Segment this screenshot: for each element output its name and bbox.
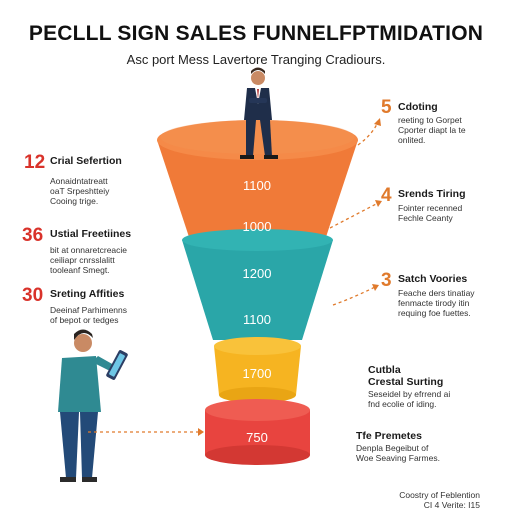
- right-item-2-number: 4: [381, 185, 392, 206]
- page-title: PECLLL SIGN SALES FUNNELFPTMIDATION: [28, 22, 484, 45]
- arrow-heads: [198, 118, 382, 436]
- left-item-2-desc-1: bit at onnaretcreacie: [50, 245, 128, 255]
- lower-right-item-1-label2: Crestal Surting: [368, 376, 444, 388]
- left-item-3-desc-1: Deeinaf Parhimenns: [50, 305, 128, 315]
- lower-right-item-2-desc-1: Denpla Begeibut of: [356, 443, 429, 453]
- right-item-3-desc-1: Feache ders tinatiay: [398, 288, 475, 298]
- businessman-figure: [240, 67, 278, 159]
- right-item-1-number: 5: [381, 97, 392, 118]
- left-item-1-desc-1: Aonaidntatreatt: [50, 176, 108, 186]
- lower-right-item-2-desc-2: Woe Seaving Farmes.: [356, 453, 440, 463]
- page-subtitle: Asc port Mess Lavertore Tranging Cradiou…: [126, 52, 386, 67]
- man-with-tablet-figure: [58, 329, 128, 482]
- funnel-value-3: 1200: [242, 266, 272, 281]
- right-item-3-number: 3: [381, 270, 392, 291]
- left-item-2-desc-3: tooleanf Smegt.: [50, 265, 110, 275]
- funnel-value-4: 1100: [243, 312, 271, 327]
- left-item-2-label: Ustial Freetiines: [50, 228, 132, 240]
- left-item-3-desc-2: of bepot or tedges: [50, 315, 119, 325]
- lower-right-item-1-desc-1: Seseidel by efrrend ai: [368, 389, 451, 399]
- left-item-1: 12 Crial Sefertion Aonaidntatreatt oaT S…: [24, 152, 174, 206]
- funnel-stage-2: [182, 229, 333, 340]
- footer: Coostry of Feblention CI 4 Verite: I15: [360, 490, 480, 510]
- right-item-3-desc-2: fenmacte tirody itin: [398, 298, 470, 308]
- right-item-2-desc-2: Fechle Ceanty: [398, 213, 453, 223]
- right-item-1-desc-1: reeting to Gorpet: [398, 115, 462, 125]
- lower-right-item-2-label: Tfe Premetes: [356, 430, 422, 442]
- right-item-3-label: Satch Voories: [398, 273, 468, 285]
- right-item-1: 5 Cdoting reeting to Gorpet Cporter diap…: [381, 97, 501, 145]
- right-item-3-desc-3: requing foe fuettes.: [398, 308, 471, 318]
- funnel-value-6: 750: [246, 430, 268, 445]
- funnel-stage-1: [157, 120, 358, 240]
- lower-right-item-1-label: Cutbla: [368, 364, 401, 376]
- left-item-2-desc-2: ceiliapr cnrsslalitt: [50, 255, 115, 265]
- funnel-stage-4: [205, 399, 310, 465]
- left-item-1-label: Crial Sefertion: [50, 155, 122, 167]
- funnel-stage-3: [214, 337, 301, 403]
- lower-right-item-1-desc-2: fnd ecolie of iding.: [368, 399, 437, 409]
- left-item-1-number: 12: [24, 152, 46, 173]
- right-item-2-label: Srends Tiring: [398, 188, 466, 200]
- left-item-3-label: Sreting Affities: [50, 288, 125, 300]
- funnel-value-1: 1100: [243, 178, 271, 193]
- left-item-3: 30 Sreting Affities Deeinaf Parhimenns o…: [22, 285, 172, 325]
- funnel-value-5: 1700: [242, 366, 272, 381]
- left-item-1-desc-3: Cooing trige.: [50, 196, 99, 206]
- right-item-2: 4 Srends Tiring Fointer recenned Fechle …: [381, 185, 501, 223]
- right-item-2-desc-1: Fointer recenned: [398, 203, 463, 213]
- right-item-1-desc-3: onlited.: [398, 135, 426, 145]
- right-item-1-desc-2: Cporter diapt la te: [398, 125, 466, 135]
- left-item-2-number: 36: [22, 225, 44, 246]
- lower-right-item-2: Tfe Premetes Denpla Begeibut of Woe Seav…: [356, 430, 501, 463]
- funnel-value-2: 1000: [242, 219, 272, 234]
- left-item-1-desc-2: oaT Srpeshtteiy: [50, 186, 110, 196]
- right-item-3: 3 Satch Voories Feache ders tinatiay fen…: [381, 270, 506, 318]
- footer-line-2: CI 4 Verite: I15: [423, 500, 480, 510]
- left-item-3-number: 30: [22, 285, 44, 306]
- lower-right-item-1: Cutbla Crestal Surting Seseidel by efrre…: [368, 364, 503, 409]
- right-item-1-label: Cdoting: [398, 101, 438, 113]
- connector-arrows: [88, 121, 379, 433]
- left-item-2: 36 Ustial Freetiines bit at onnaretcreac…: [22, 225, 172, 275]
- footer-line-1: Coostry of Feblention: [399, 490, 480, 500]
